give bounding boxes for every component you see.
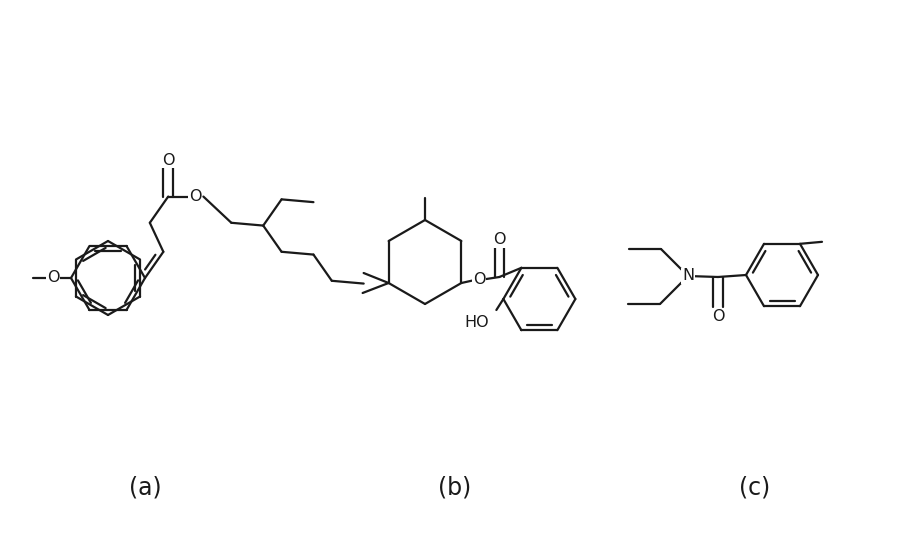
Text: O: O xyxy=(47,271,59,285)
Text: (a): (a) xyxy=(129,476,161,500)
Text: O: O xyxy=(189,189,202,204)
Text: (b): (b) xyxy=(438,476,472,500)
Text: HO: HO xyxy=(464,315,490,330)
Text: O: O xyxy=(162,153,175,168)
Text: O: O xyxy=(493,232,506,247)
Text: (c): (c) xyxy=(740,476,770,500)
Text: N: N xyxy=(682,268,694,283)
Text: O: O xyxy=(473,272,486,287)
Text: O: O xyxy=(712,309,724,324)
